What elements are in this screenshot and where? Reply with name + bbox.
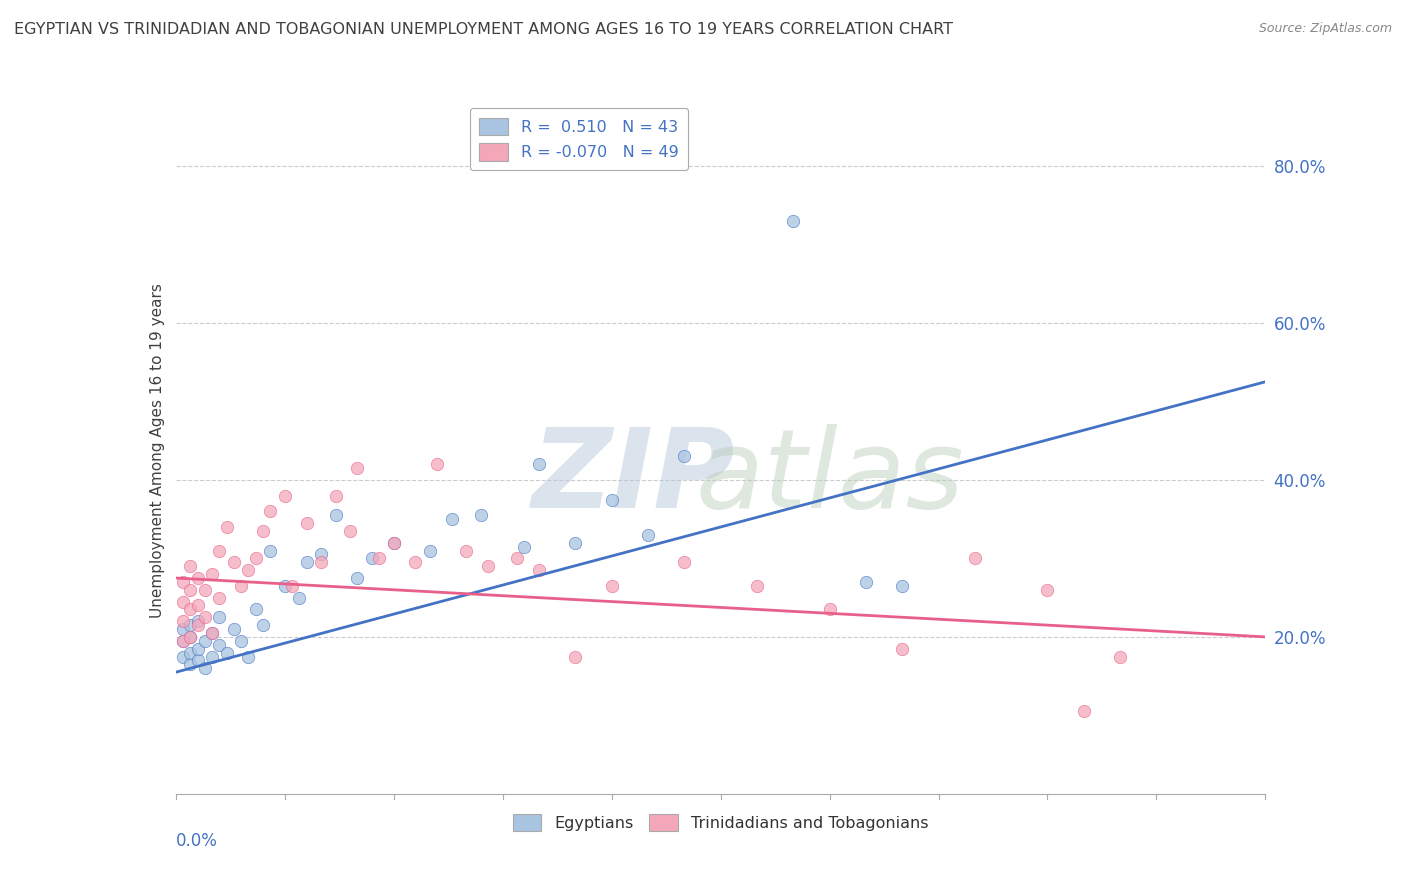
Point (215, 520, 238, 534)
Point (891, 641, 914, 656)
Point (360, 551, 382, 566)
Point (252, 524, 274, 538)
Point (456, 543, 478, 558)
Point (818, 602, 841, 616)
Text: atlas: atlas (695, 425, 965, 532)
Point (172, 614, 194, 628)
Point (470, 508, 492, 523)
Text: ZIP: ZIP (531, 425, 735, 532)
Point (208, 638, 231, 652)
Point (186, 614, 209, 628)
Point (527, 563, 550, 577)
Point (1073, 705, 1095, 719)
Legend: Egyptians, Trinidadians and Tobagonians: Egyptians, Trinidadians and Tobagonians (506, 807, 935, 838)
Point (637, 528, 659, 542)
Point (222, 555, 245, 569)
Point (405, 555, 427, 569)
Point (172, 594, 194, 608)
Y-axis label: Unemployment Among Ages 16 to 19 years: Unemployment Among Ages 16 to 19 years (149, 283, 165, 618)
Point (855, 574, 877, 589)
Point (194, 582, 217, 597)
Point (600, 579, 623, 593)
Point (208, 591, 231, 605)
Point (477, 559, 499, 574)
Point (281, 579, 304, 593)
Point (215, 646, 238, 660)
Point (274, 579, 297, 593)
Point (274, 489, 297, 503)
Point (426, 457, 449, 471)
Point (179, 582, 201, 597)
Point (186, 653, 209, 667)
Point (194, 633, 217, 648)
Point (259, 543, 281, 558)
Point (440, 512, 463, 526)
Point (891, 579, 914, 593)
Point (179, 602, 201, 616)
Point (194, 661, 217, 675)
Point (346, 571, 368, 585)
Text: 0.0%: 0.0% (176, 831, 218, 850)
Point (179, 646, 201, 660)
Point (295, 555, 318, 569)
Point (179, 618, 201, 632)
Point (194, 610, 217, 624)
Point (179, 657, 201, 672)
Point (673, 555, 696, 569)
Text: EGYPTIAN VS TRINIDADIAN AND TOBAGONIAN UNEMPLOYMENT AMONG AGES 16 TO 19 YEARS CO: EGYPTIAN VS TRINIDADIAN AND TOBAGONIAN U… (14, 22, 953, 37)
Point (231, 633, 253, 648)
Point (186, 599, 209, 613)
Point (382, 535, 405, 549)
Point (339, 524, 361, 538)
Point (172, 622, 194, 636)
Point (186, 571, 209, 585)
Point (288, 591, 311, 605)
Point (201, 649, 224, 664)
Point (208, 543, 231, 558)
Point (245, 551, 267, 566)
Point (309, 555, 332, 569)
Point (252, 618, 274, 632)
Point (172, 574, 194, 589)
Point (346, 461, 368, 475)
Point (1036, 582, 1059, 597)
Point (745, 579, 768, 593)
Point (564, 649, 586, 664)
Point (201, 567, 224, 582)
Point (186, 618, 209, 632)
Point (222, 622, 245, 636)
Point (1109, 649, 1132, 664)
Point (506, 551, 529, 566)
Point (172, 633, 194, 648)
Point (564, 535, 586, 549)
Point (963, 551, 986, 566)
Point (179, 559, 201, 574)
Text: Source: ZipAtlas.com: Source: ZipAtlas.com (1258, 22, 1392, 36)
Point (368, 551, 391, 566)
Point (295, 516, 318, 530)
Point (238, 563, 260, 577)
Point (186, 641, 209, 656)
Point (245, 602, 267, 616)
Point (419, 543, 441, 558)
Point (309, 548, 332, 562)
Point (179, 630, 201, 644)
Point (201, 626, 224, 640)
Point (513, 540, 536, 554)
Point (527, 457, 550, 471)
Point (325, 508, 347, 523)
Point (231, 579, 253, 593)
Point (259, 504, 281, 518)
Point (208, 610, 231, 624)
Point (179, 630, 201, 644)
Point (673, 450, 696, 464)
Point (172, 649, 194, 664)
Point (782, 214, 804, 228)
Point (382, 535, 405, 549)
Point (325, 489, 347, 503)
Point (172, 633, 194, 648)
Point (600, 492, 623, 507)
Point (238, 649, 260, 664)
Point (201, 626, 224, 640)
